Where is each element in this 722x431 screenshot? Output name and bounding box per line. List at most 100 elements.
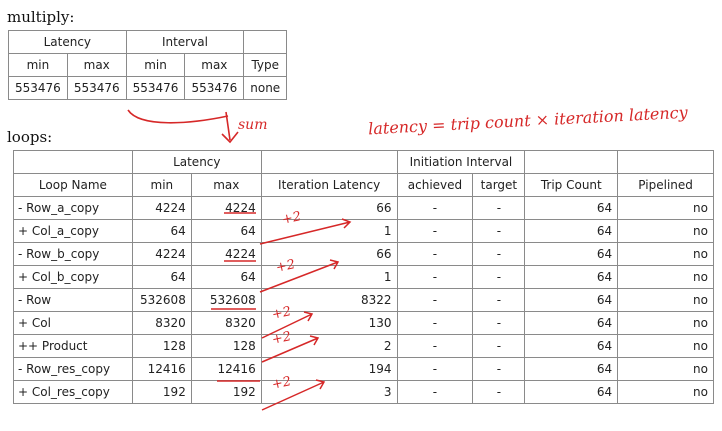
- cell-ii-achieved: -: [396, 380, 474, 404]
- cell-ii-achieved: -: [396, 265, 474, 289]
- cell-pipelined: no: [617, 334, 714, 358]
- multiply-type-header: Type: [243, 53, 288, 77]
- loops-column-header-row: Loop Name min max Iteration Latency achi…: [13, 173, 714, 197]
- multiply-type: none: [243, 76, 288, 100]
- cell-pipelined: no: [617, 219, 714, 243]
- cell-pipelined: no: [617, 265, 714, 289]
- loop-row: + Col_b_copy 64 64 1- -64 no: [13, 265, 714, 289]
- cell-latency-min: 4224: [131, 196, 192, 220]
- cell-latency-max: 4224: [190, 196, 262, 220]
- column-header-max: max: [190, 173, 262, 197]
- cell-latency-max: 4224: [190, 242, 262, 266]
- multiply-interval-min: 553476: [125, 76, 186, 100]
- cell-pipelined: no: [617, 357, 714, 381]
- cell-trip-count: 64: [524, 380, 619, 404]
- cell-pipelined: no: [617, 380, 714, 404]
- cell-trip-count: 64: [524, 219, 619, 243]
- loop-row: + Col 8320 8320 130- -64 no: [13, 311, 714, 335]
- cell-loop-name: - Row: [13, 288, 133, 312]
- column-header-target: target: [472, 173, 526, 197]
- loops-body: - Row_a_copy 4224 4224 66- -64 no + Col_a_copy…: [13, 196, 714, 404]
- cell-latency-min: 8320: [131, 311, 192, 335]
- loops-empty-header-cell: [524, 150, 619, 174]
- column-header-pipelined: Pipelined: [617, 173, 714, 197]
- cell-latency-min: 128: [131, 334, 192, 358]
- loops-empty-header-cell: [617, 150, 714, 174]
- cell-trip-count: 64: [524, 196, 619, 220]
- multiply-interval-min-header: min: [125, 53, 186, 77]
- cell-latency-min: 64: [131, 219, 192, 243]
- cell-latency-min: 12416: [131, 357, 192, 381]
- cell-loop-name: - Row_b_copy: [13, 242, 133, 266]
- column-header-min: min: [131, 173, 192, 197]
- cell-loop-name: + Col_a_copy: [13, 219, 133, 243]
- multiply-group-header-row: Latency Interval: [8, 30, 288, 54]
- cell-latency-max: 64: [190, 219, 262, 243]
- cell-ii-achieved: -: [396, 196, 474, 220]
- multiply-data-row: 553476 553476 553476 553476 none: [8, 76, 288, 100]
- cell-latency-min: 64: [131, 265, 192, 289]
- cell-ii-achieved: -: [396, 288, 474, 312]
- cell-latency-min: 4224: [131, 242, 192, 266]
- loop-row: + Col_res_copy 192 192 3- -64 no: [13, 380, 714, 404]
- loop-row: - Row_b_copy 4224 4224 66- -64 no: [13, 242, 714, 266]
- cell-latency-max: 128: [190, 334, 262, 358]
- sum-annotation: sum: [238, 117, 268, 133]
- cell-latency-max: 8320: [190, 311, 262, 335]
- multiply-interval-max-header: max: [184, 53, 245, 77]
- cell-iteration-latency: 66: [260, 196, 398, 220]
- cell-ii-target: -: [472, 380, 526, 404]
- cell-ii-target: -: [472, 265, 526, 289]
- cell-ii-achieved: -: [396, 357, 474, 381]
- column-header-iteration-latency: Iteration Latency: [260, 173, 398, 197]
- multiply-latency-max: 553476: [66, 76, 127, 100]
- multiply-latency-header: Latency: [8, 30, 127, 54]
- multiply-section-label: multiply:: [7, 8, 75, 26]
- cell-latency-max: 532608: [190, 288, 262, 312]
- cell-ii-achieved: -: [396, 311, 474, 335]
- cell-latency-max: 64: [190, 265, 262, 289]
- cell-latency-min: 192: [131, 380, 192, 404]
- cell-ii-target: -: [472, 357, 526, 381]
- cell-trip-count: 64: [524, 334, 619, 358]
- cell-trip-count: 64: [524, 311, 619, 335]
- multiply-interval-max: 553476: [184, 76, 245, 100]
- loop-row: - Row 532608 532608 8322- -64 no: [13, 288, 714, 312]
- loops-section-label: loops:: [7, 128, 53, 146]
- cell-ii-target: -: [472, 311, 526, 335]
- column-header-loop-name: Loop Name: [13, 173, 133, 197]
- cell-ii-target: -: [472, 288, 526, 312]
- loops-empty-header-cell: [260, 150, 398, 174]
- cell-ii-target: -: [472, 196, 526, 220]
- cell-pipelined: no: [617, 196, 714, 220]
- multiply-sub-header-row: min max min max Type: [8, 53, 288, 77]
- loop-row: - Row_a_copy 4224 4224 66- -64 no: [13, 196, 714, 220]
- cell-latency-max: 12416: [190, 357, 262, 381]
- cell-loop-name: + Col: [13, 311, 133, 335]
- cell-pipelined: no: [617, 311, 714, 335]
- loop-row: + Col_a_copy 64 64 1- -64 no: [13, 219, 714, 243]
- cell-ii-target: -: [472, 334, 526, 358]
- cell-iteration-latency: 1: [260, 219, 398, 243]
- loops-empty-header-cell: [13, 150, 133, 174]
- cell-trip-count: 64: [524, 357, 619, 381]
- cell-ii-achieved: -: [396, 242, 474, 266]
- cell-ii-achieved: -: [396, 219, 474, 243]
- curve-arrow-line: [127, 109, 229, 124]
- cell-trip-count: 64: [524, 288, 619, 312]
- cell-latency-max: 192: [190, 380, 262, 404]
- cell-loop-name: + Col_res_copy: [13, 380, 133, 404]
- cell-loop-name: - Row_res_copy: [13, 357, 133, 381]
- multiply-interval-header: Interval: [125, 30, 245, 54]
- multiply-latency-max-header: max: [66, 53, 127, 77]
- sum-arrow-head: [221, 111, 239, 144]
- column-header-trip-count: Trip Count: [524, 173, 619, 197]
- cell-ii-achieved: -: [396, 334, 474, 358]
- cell-latency-min: 532608: [131, 288, 192, 312]
- multiply-empty-header: [243, 30, 288, 54]
- formula-annotation: latency = trip count × iteration latency: [367, 102, 689, 139]
- cell-trip-count: 64: [524, 265, 619, 289]
- cell-pipelined: no: [617, 288, 714, 312]
- cell-ii-target: -: [472, 219, 526, 243]
- cell-ii-target: -: [472, 242, 526, 266]
